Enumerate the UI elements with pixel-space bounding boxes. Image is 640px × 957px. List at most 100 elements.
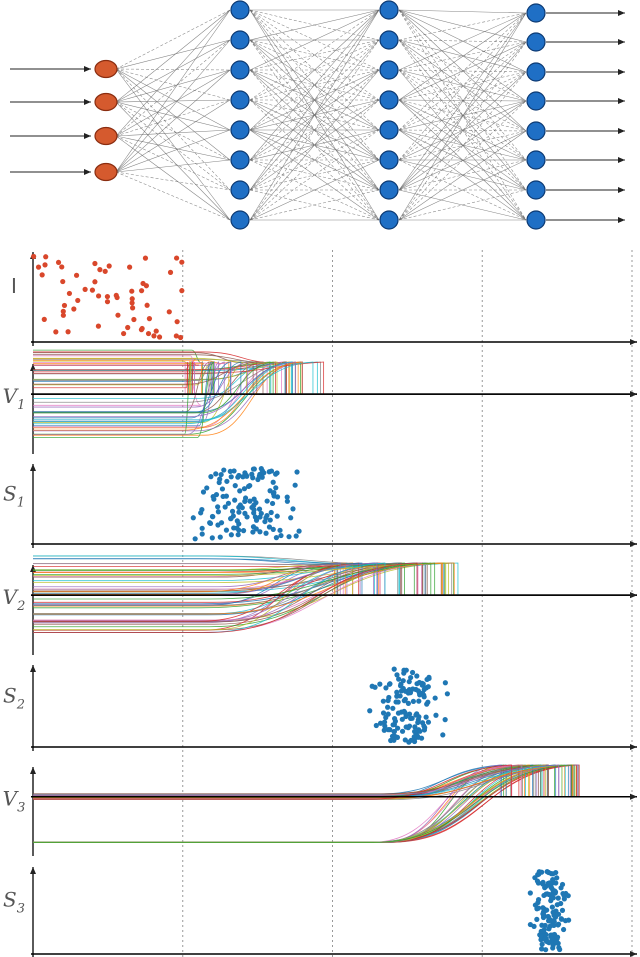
spike-dot xyxy=(104,293,111,300)
spike-dot xyxy=(241,486,248,492)
output-arrows xyxy=(546,10,625,223)
spike-dot xyxy=(547,923,553,929)
voltage-trace xyxy=(33,361,274,414)
input-neuron-icon xyxy=(94,126,118,146)
network-diagram xyxy=(10,0,625,230)
synapse-edge xyxy=(249,69,380,221)
spike-dot xyxy=(394,689,400,695)
spike-dot xyxy=(95,293,102,299)
spike-dot xyxy=(390,705,396,711)
spike-dot xyxy=(535,899,541,906)
synapse-edge xyxy=(398,100,527,161)
spike-dot xyxy=(559,881,566,888)
synapse-edge xyxy=(249,99,380,221)
panel-label-subscript: 2 xyxy=(16,697,25,712)
panel-S1: S1 xyxy=(3,464,637,548)
voltage-trace xyxy=(33,361,242,413)
spike-dot xyxy=(153,328,159,334)
spike-dot xyxy=(215,522,221,528)
spike-dot xyxy=(539,946,545,952)
spike-dot xyxy=(555,895,561,901)
panel-label: I xyxy=(11,274,17,298)
spike-dot xyxy=(220,493,226,500)
spike-dot xyxy=(399,716,405,722)
spike-dot xyxy=(391,666,397,672)
synapse-edge xyxy=(398,39,527,102)
voltage-trace xyxy=(33,360,200,395)
spike-dot xyxy=(277,527,283,533)
voltage-trace xyxy=(33,562,386,633)
spike-dot xyxy=(173,333,179,339)
network-edges xyxy=(115,9,527,221)
spike-dot xyxy=(373,722,379,729)
synapse-edge xyxy=(249,129,380,221)
spike-dot xyxy=(31,253,37,260)
voltage-trace xyxy=(33,361,258,395)
spike-dot xyxy=(242,495,249,501)
synapse-edge xyxy=(115,159,231,173)
spike-dot xyxy=(426,674,432,680)
panel-label: S1 xyxy=(3,481,25,510)
spike-dot xyxy=(130,305,136,311)
voltage-trace xyxy=(33,359,230,395)
panel-label-subscript: 3 xyxy=(17,801,25,816)
input-neuron-icon xyxy=(94,162,118,182)
spike-dot xyxy=(104,299,111,305)
synapse-edge xyxy=(115,101,231,191)
panel-label-subscript: 3 xyxy=(17,902,25,917)
spike-dot xyxy=(545,913,551,920)
voltage-trace xyxy=(33,764,573,843)
synapse-edge xyxy=(398,189,527,221)
spike-dot xyxy=(256,506,263,512)
synapse-edge xyxy=(249,159,380,221)
spike-dot xyxy=(550,871,556,877)
synapse-edge xyxy=(398,71,527,191)
panel-I: I xyxy=(11,252,637,346)
spike-dot xyxy=(60,278,66,285)
spike-dot xyxy=(412,724,418,730)
spike-dot xyxy=(538,933,544,940)
panel-V1: V1 xyxy=(3,349,637,454)
spike-dot xyxy=(395,699,401,705)
spike-dot xyxy=(383,685,389,691)
spike-dot xyxy=(406,711,413,717)
spike-dot xyxy=(557,946,563,953)
spike-dot xyxy=(549,904,555,910)
spike-dot xyxy=(391,729,397,735)
spike-dot xyxy=(198,510,204,516)
spike-dot xyxy=(65,329,71,335)
spike-dot xyxy=(396,676,402,682)
voltage-trace xyxy=(33,562,436,600)
output-neuron-icon xyxy=(526,32,546,52)
spike-dot xyxy=(213,471,219,477)
synapse-edge xyxy=(398,69,527,102)
spike-dot xyxy=(145,330,152,337)
spike-dot xyxy=(405,700,411,706)
spike-dot xyxy=(218,471,224,478)
spike-dot xyxy=(382,723,388,729)
spike-dot xyxy=(394,672,400,678)
layer-hidden-1 xyxy=(230,0,250,230)
spike-dot xyxy=(397,683,404,689)
voltage-trace xyxy=(33,764,541,843)
spike-dot xyxy=(139,325,145,332)
spike-dot xyxy=(231,525,237,531)
spike-dot xyxy=(402,696,408,702)
spike-dot xyxy=(550,945,556,951)
voltage-trace xyxy=(33,349,203,395)
spike-dot xyxy=(270,526,276,532)
spike-dot xyxy=(408,674,414,681)
spike-dot xyxy=(43,254,49,260)
spike-dot xyxy=(250,529,256,535)
spike-dot xyxy=(421,727,428,733)
voltage-trace xyxy=(33,361,214,395)
spike-dot xyxy=(547,880,554,886)
spike-dot xyxy=(61,302,68,309)
spike-dot xyxy=(402,737,408,743)
voltage-trace xyxy=(33,562,403,623)
synapse-edge xyxy=(115,101,231,161)
spike-dot xyxy=(234,518,240,524)
spike-dot xyxy=(559,907,566,913)
spike-dot xyxy=(253,500,259,506)
spike-dot xyxy=(273,485,279,491)
